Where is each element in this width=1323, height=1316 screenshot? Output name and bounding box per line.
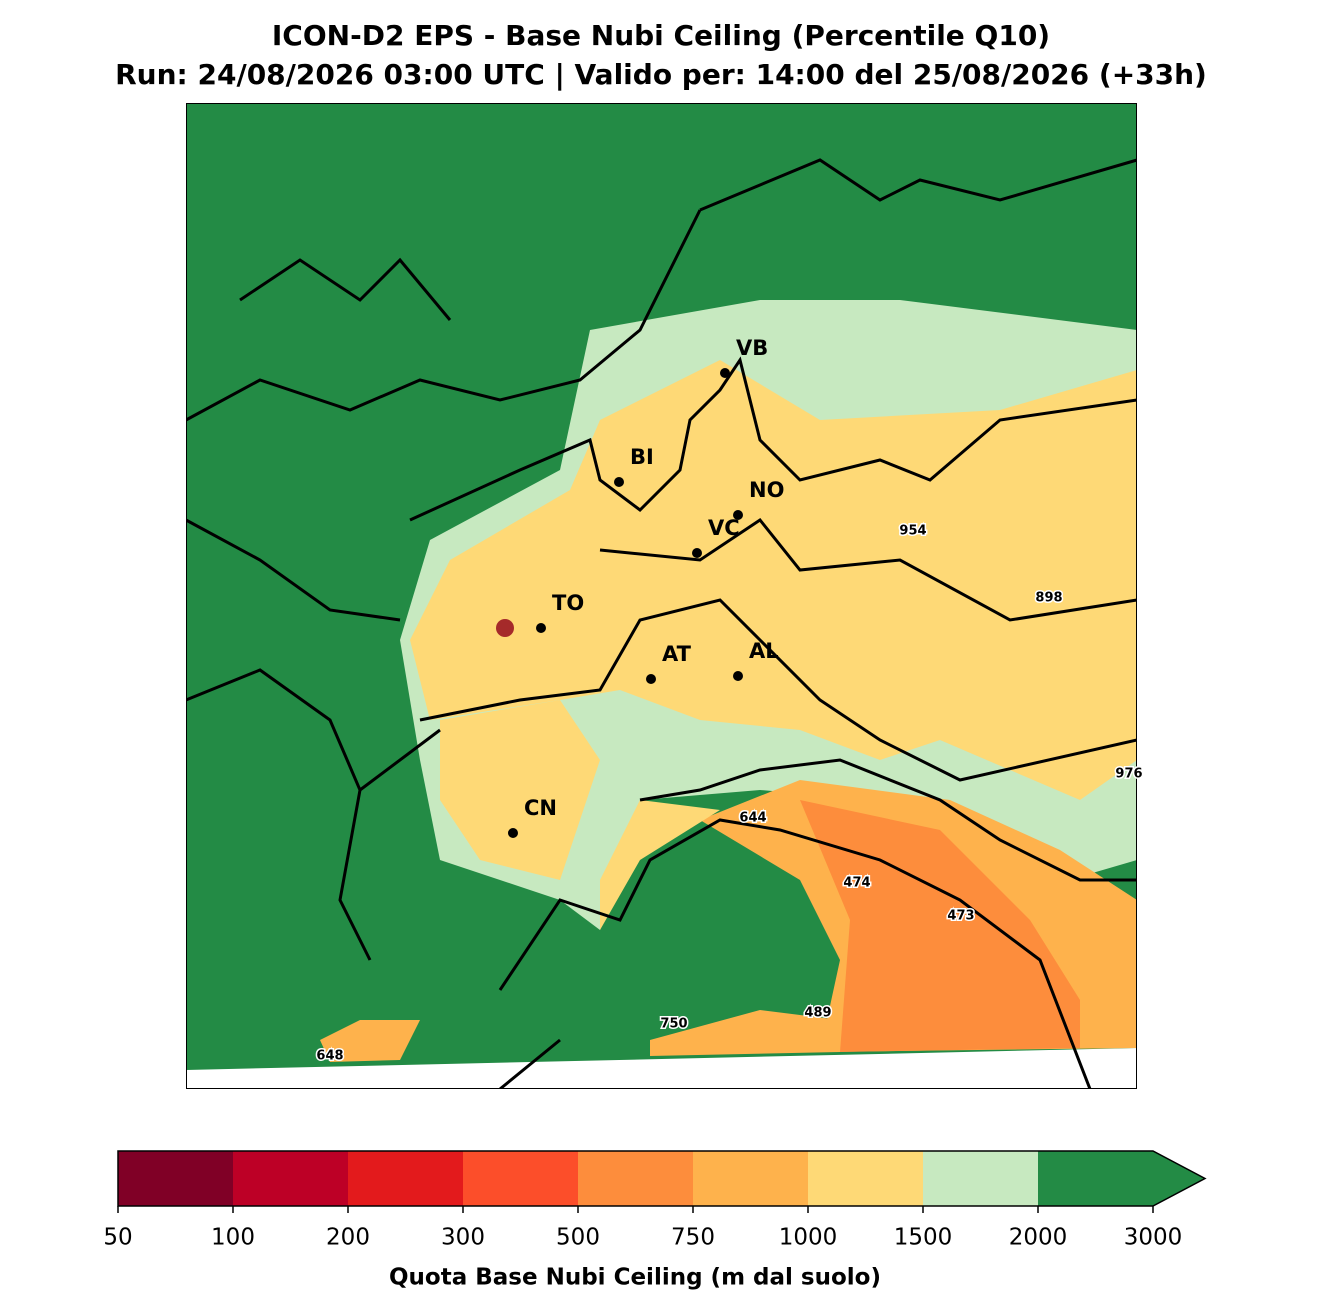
colorbar: 50 100 200 300 500 750 1000 1500 2000 3000 xyxy=(103,1150,1207,1251)
colorbar-segment xyxy=(233,1151,348,1206)
region-orange xyxy=(650,1010,840,1056)
colorbar-segment xyxy=(693,1151,808,1206)
region-yellow xyxy=(600,800,720,930)
subtitle: Run: 24/08/2026 03:00 UTC | Valido per: … xyxy=(115,58,1207,91)
colorbar-tick-label: 50 xyxy=(103,1225,132,1251)
value-annotation: 489 xyxy=(804,1006,831,1021)
value-annotation: 644 xyxy=(739,811,766,826)
colorbar-segment xyxy=(578,1151,693,1206)
city-label: VC xyxy=(708,516,740,540)
colorbar-tick-label: 1500 xyxy=(894,1225,953,1251)
city-label: VB xyxy=(736,336,768,360)
annotations: 954 898 976 644 474 473 489 750 648 xyxy=(315,522,1144,1065)
value-annotation: 976 xyxy=(1115,767,1142,782)
city-label: TO xyxy=(552,591,584,615)
region-dark-orange xyxy=(800,800,1080,1052)
colorbar-label: Quota Base Nubi Ceiling (m dal suolo) xyxy=(389,1265,881,1291)
region-yellow xyxy=(440,700,600,880)
cities: VB BI NO VC TO AT AL CN xyxy=(508,336,784,838)
colorbar-tick-label: 750 xyxy=(671,1225,715,1251)
value-annotation: 954 xyxy=(899,524,926,539)
map xyxy=(186,103,1137,1089)
value-annotation: 474 xyxy=(843,876,870,891)
city-label: CN xyxy=(524,796,557,820)
no-data xyxy=(186,1048,1137,1089)
colorbar-segment xyxy=(348,1151,463,1206)
colorbar-outline xyxy=(117,1150,1207,1207)
colorbar-tick-label: 100 xyxy=(211,1225,255,1251)
colorbar-tick-label: 3000 xyxy=(1124,1225,1183,1251)
city-label: AT xyxy=(662,642,692,666)
value-annotation: 898 xyxy=(1035,591,1062,606)
colorbar-tick-label: 1000 xyxy=(779,1225,838,1251)
colorbar-segment xyxy=(923,1151,1038,1206)
region-orange xyxy=(320,1020,420,1062)
value-annotation: 473 xyxy=(947,909,974,924)
location-marker xyxy=(496,619,514,637)
city-label: AL xyxy=(749,639,779,663)
colorbar-tick-label: 2000 xyxy=(1009,1225,1068,1251)
city-label: NO xyxy=(749,478,784,502)
value-annotation: 750 xyxy=(660,1017,687,1032)
colorbar-segment xyxy=(463,1151,578,1206)
city-label: BI xyxy=(630,445,654,469)
colorbar-segment xyxy=(118,1151,233,1206)
colorbar-tick-label: 500 xyxy=(556,1225,600,1251)
colorbar-tick-label: 300 xyxy=(441,1225,485,1251)
colorbar-tick-label: 200 xyxy=(326,1225,370,1251)
colorbar-segment xyxy=(808,1151,923,1206)
colorbar-segment xyxy=(1038,1151,1205,1206)
title: ICON-D2 EPS - Base Nubi Ceiling (Percent… xyxy=(272,19,1050,52)
value-annotation: 648 xyxy=(316,1049,343,1064)
